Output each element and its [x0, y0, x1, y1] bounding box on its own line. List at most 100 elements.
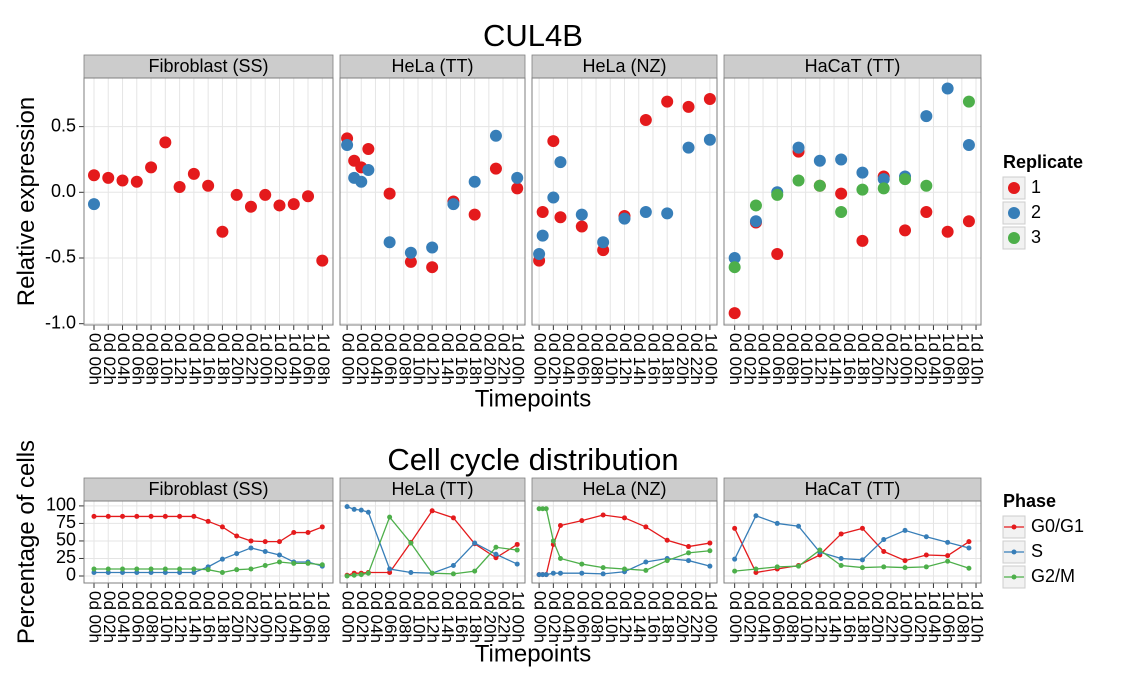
data-point	[145, 161, 158, 174]
data-point	[600, 571, 606, 577]
data-point	[859, 557, 865, 563]
chart-title: CUL4B	[483, 18, 583, 53]
data-point	[923, 564, 929, 570]
data-point	[173, 181, 186, 194]
data-point	[600, 565, 606, 571]
data-point	[87, 198, 100, 211]
data-point	[91, 569, 97, 575]
data-point	[881, 564, 887, 570]
x-tick-label: 0d 12h	[616, 591, 635, 643]
data-point	[533, 248, 546, 261]
data-point	[429, 508, 435, 514]
data-point	[408, 569, 414, 575]
data-point	[686, 550, 692, 556]
chart-title: Cell cycle distribution	[387, 442, 678, 477]
data-point	[341, 139, 354, 152]
panel-title: Fibroblast (SS)	[148, 479, 268, 499]
x-tick-label: 0d 20h	[228, 591, 247, 643]
data-point	[664, 537, 670, 543]
data-point	[387, 514, 393, 520]
data-point	[91, 513, 97, 519]
data-point	[489, 129, 502, 142]
x-tick-label: 1d 08h	[314, 591, 333, 643]
data-point	[753, 566, 759, 572]
y-tick-label: 0	[66, 565, 76, 585]
x-tick-label: 0d 18h	[466, 591, 485, 643]
data-point	[536, 206, 549, 219]
data-point	[216, 225, 229, 238]
data-point	[316, 254, 329, 267]
x-tick-label: 0d 04h	[559, 591, 578, 643]
data-point	[244, 200, 257, 213]
data-point	[838, 531, 844, 537]
panel-border	[83, 77, 334, 326]
x-tick-label: 0d 06h	[381, 333, 400, 385]
data-point	[920, 206, 933, 219]
legend-label: 1	[1031, 177, 1041, 197]
x-tick-label: 0d 16h	[200, 591, 219, 643]
data-point	[383, 187, 396, 200]
data-point	[753, 569, 759, 575]
data-point	[686, 558, 692, 564]
data-point	[276, 559, 282, 565]
data-point	[920, 179, 933, 192]
y-tick-label: 0.0	[51, 181, 76, 201]
x-tick-label: 0d 18h	[854, 333, 873, 385]
x-tick-label: 0d 04h	[114, 333, 133, 385]
data-point	[305, 560, 311, 566]
data-point	[664, 558, 670, 564]
data-point	[493, 551, 499, 557]
data-point	[358, 507, 364, 513]
data-point	[234, 567, 240, 573]
x-tick-label: 0d 22h	[882, 333, 901, 385]
x-tick-label: 0d 10h	[602, 591, 621, 643]
x-tick-label: 0d 10h	[797, 591, 816, 643]
data-point	[219, 569, 225, 575]
data-point	[600, 512, 606, 518]
data-point	[540, 506, 546, 512]
panel-title: HaCaT (TT)	[805, 56, 901, 76]
x-tick-label: 0d 18h	[214, 591, 233, 643]
data-point	[148, 569, 154, 575]
panel-border	[723, 77, 982, 326]
x-tick-label: 0d 22h	[687, 591, 706, 643]
x-tick-label: 0d 08h	[588, 333, 607, 385]
data-point	[344, 504, 350, 510]
legend-marker	[1008, 207, 1020, 219]
data-point	[362, 163, 375, 176]
data-point	[302, 190, 315, 203]
x-tick-label: 0d 22h	[495, 333, 514, 385]
data-point	[966, 565, 972, 571]
x-tick-label: 1d 08h	[314, 333, 333, 385]
data-point	[817, 547, 823, 553]
x-tick-label: 1d 08h	[953, 333, 972, 385]
data-point	[579, 570, 585, 576]
data-point	[351, 572, 357, 578]
data-point	[450, 515, 456, 521]
data-point	[639, 206, 652, 219]
data-point	[749, 215, 762, 228]
data-point	[575, 208, 588, 221]
data-point	[547, 135, 560, 148]
data-point	[177, 569, 183, 575]
data-point	[703, 93, 716, 106]
panel-border	[339, 77, 526, 326]
x-tick-label: 0d 02h	[353, 333, 372, 385]
data-point	[230, 188, 243, 201]
x-tick-label: 0d 06h	[128, 333, 147, 385]
data-point	[703, 133, 716, 146]
x-tick-label: 0d 20h	[868, 333, 887, 385]
data-point	[429, 570, 435, 576]
data-point	[622, 515, 627, 521]
data-point	[536, 229, 549, 242]
data-point	[291, 530, 297, 536]
data-point	[543, 572, 549, 578]
data-point	[859, 525, 865, 531]
data-point	[493, 544, 499, 550]
data-point	[105, 513, 111, 519]
x-tick-label: 0d 14h	[185, 591, 204, 643]
data-point	[134, 569, 140, 575]
data-point	[120, 569, 126, 575]
data-point	[707, 548, 713, 554]
x-tick-label: 0d 20h	[868, 591, 887, 643]
